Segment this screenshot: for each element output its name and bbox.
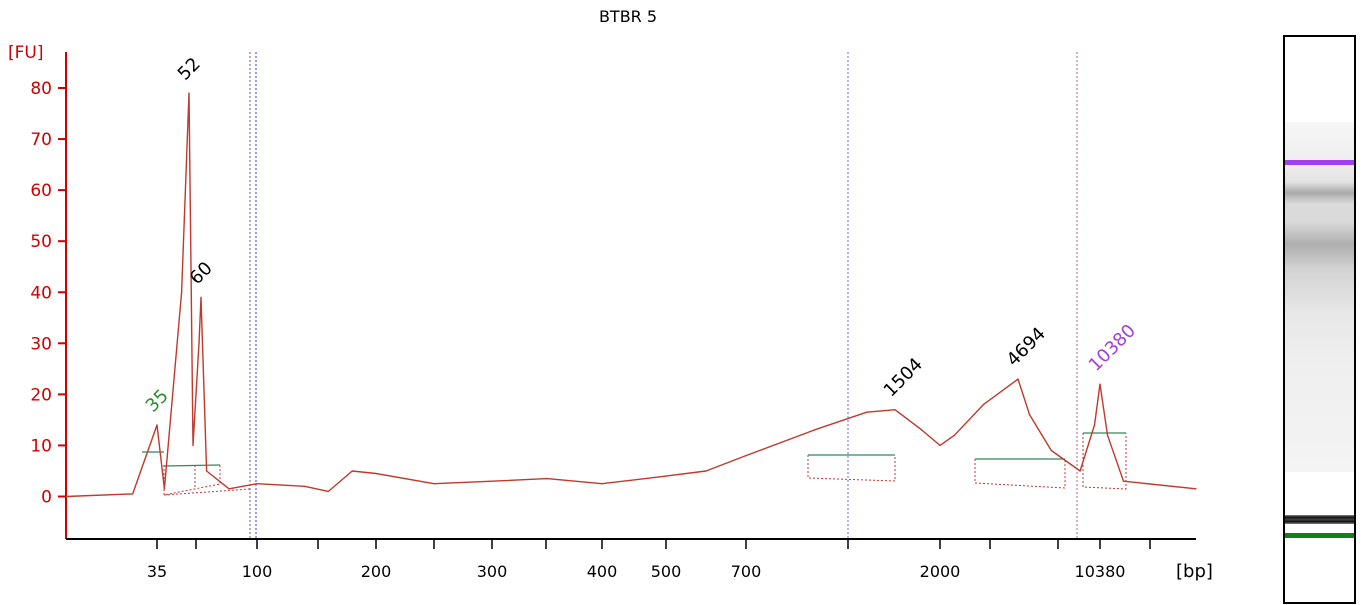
- peak-box-10380: [1082, 433, 1127, 490]
- y-axis-label: [FU]: [8, 43, 44, 63]
- peak-label: 35: [142, 386, 173, 417]
- data-point: [1099, 383, 1101, 385]
- y-tick-label: 50: [30, 232, 52, 252]
- data-point: [132, 493, 134, 495]
- chart-title: BTBR 5: [599, 7, 657, 26]
- data-point: [375, 472, 377, 475]
- x-tick-label: 200: [361, 562, 392, 581]
- series-layer: [65, 92, 1197, 498]
- baseline-52-60: [163, 464, 221, 467]
- peak-box-4694: [974, 459, 1066, 489]
- data-point: [982, 403, 985, 406]
- data-point: [1029, 414, 1031, 416]
- x-tick-label: 500: [651, 562, 682, 581]
- data-point: [256, 483, 258, 485]
- data-point: [206, 470, 208, 472]
- data-point: [192, 444, 194, 447]
- gel-band-upper-marker: [1285, 160, 1354, 165]
- data-point: [939, 444, 941, 447]
- data-point: [351, 470, 353, 472]
- peak-integration-boxes: [142, 432, 1127, 496]
- x-tick-label: 100: [242, 562, 273, 581]
- data-point: [813, 429, 815, 431]
- baseline-dotted: [163, 488, 251, 496]
- y-tick-label: 20: [30, 385, 52, 405]
- y-tick-label: 60: [30, 181, 52, 201]
- y-tick-label: 30: [30, 334, 52, 354]
- marker-lines: [249, 52, 1078, 539]
- data-point: [705, 470, 707, 472]
- x-tick-label: 35: [147, 562, 167, 581]
- data-point: [200, 296, 202, 298]
- x-tick-label: 700: [731, 562, 762, 581]
- data-point: [65, 495, 67, 498]
- x-tick-label: 300: [477, 562, 508, 581]
- peak-label: 10380: [1085, 320, 1140, 375]
- data-point: [1017, 378, 1019, 380]
- data-point: [1106, 434, 1109, 436]
- gel-band-soft-upper: [1285, 182, 1354, 204]
- x-axis-label: [bp]: [1176, 561, 1213, 582]
- data-point: [866, 411, 868, 413]
- y-tick-label: 0: [41, 488, 52, 508]
- data-point: [1122, 480, 1125, 482]
- data-point: [1093, 424, 1096, 426]
- y-tick-label: 10: [30, 436, 52, 456]
- data-point: [1079, 470, 1081, 472]
- data-point: [1050, 449, 1052, 452]
- peak-box-1504: [807, 455, 896, 482]
- y-tick-label: 40: [30, 283, 52, 303]
- data-point: [894, 409, 896, 411]
- gel-band-soft-middle: [1285, 222, 1354, 267]
- gel-band-lower-marker: [1285, 533, 1354, 538]
- y-axis: 0 10 20 30 40 50 60 70 80: [30, 52, 67, 539]
- y-tick-label: 70: [30, 130, 52, 150]
- series-line: [65, 92, 1197, 498]
- gel-background: [1285, 122, 1354, 472]
- data-point: [1195, 488, 1197, 490]
- data-point: [921, 429, 923, 431]
- data-point: [228, 488, 230, 490]
- data-point: [327, 490, 329, 492]
- data-point: [491, 480, 493, 482]
- peak-label: 4694: [1003, 323, 1050, 370]
- x-axis: 35 100 200 300 400 500 700 2000 10380: [66, 538, 1196, 581]
- data-point: [745, 455, 747, 457]
- data-point: [953, 434, 956, 436]
- peak-box-52-60: [163, 465, 221, 496]
- gel-lane: [1283, 35, 1356, 604]
- data-point: [601, 483, 603, 485]
- data-point: [304, 485, 306, 487]
- data-point: [665, 475, 667, 477]
- data-point: [546, 478, 548, 480]
- data-point: [188, 92, 190, 94]
- x-tick-label: 10380: [1075, 562, 1126, 581]
- data-point: [181, 291, 183, 293]
- peak-label: 1504: [880, 354, 927, 401]
- data-point: [433, 483, 435, 485]
- data-point: [163, 488, 165, 490]
- y-tick-label: 80: [30, 79, 52, 99]
- gel-band-dark: [1285, 515, 1354, 524]
- x-tick-label: 2000: [920, 562, 961, 581]
- data-point: [198, 342, 200, 344]
- data-point: [156, 424, 158, 426]
- peak-label: 52: [174, 54, 205, 85]
- x-tick-label: 400: [587, 562, 618, 581]
